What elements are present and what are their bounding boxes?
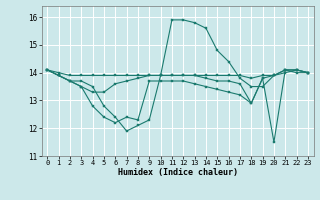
X-axis label: Humidex (Indice chaleur): Humidex (Indice chaleur)	[118, 168, 237, 177]
